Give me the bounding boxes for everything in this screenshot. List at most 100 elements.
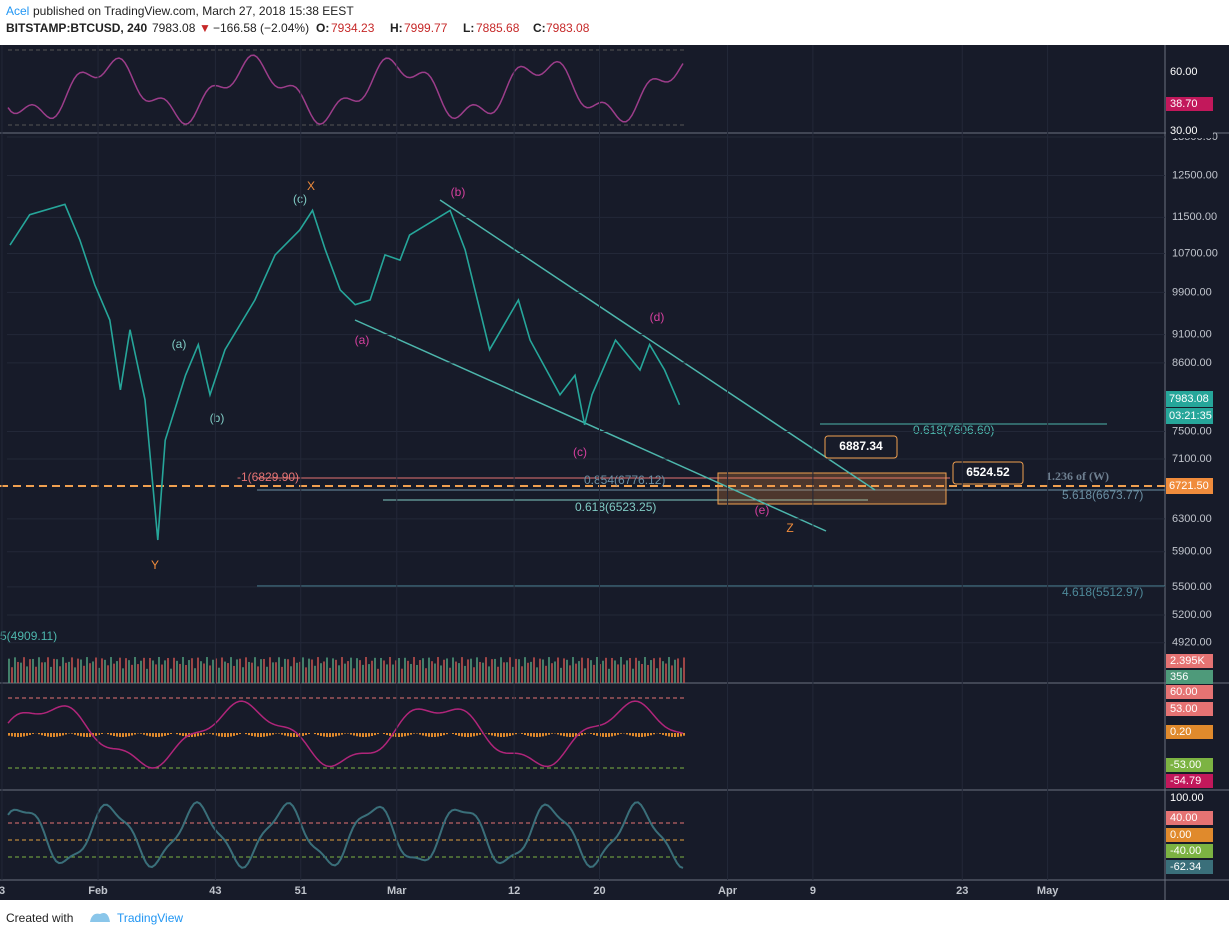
fib-label: 0.854(6776.12) <box>584 473 665 487</box>
histogram-bar <box>464 733 466 737</box>
volume-bar <box>452 657 454 683</box>
volume-bar <box>665 664 667 683</box>
histogram-bar <box>593 733 595 735</box>
volume-bar <box>119 658 121 683</box>
histogram-bar <box>47 733 49 737</box>
volume-bar <box>50 667 52 683</box>
histogram-bar <box>341 733 343 735</box>
volume-bar <box>533 657 535 683</box>
volume-bar <box>341 657 343 683</box>
volume-bar <box>191 658 193 683</box>
histogram-bar <box>455 733 457 735</box>
volume-bar <box>503 662 505 683</box>
histogram-bar <box>71 733 73 734</box>
histogram-bar <box>422 733 424 735</box>
volume-bar <box>431 661 433 683</box>
volume-bar <box>509 657 511 683</box>
volume-bar <box>551 663 553 683</box>
volume-bar <box>53 659 55 683</box>
volume-bar <box>194 668 196 683</box>
volume-bar <box>35 667 37 683</box>
volume-bar <box>254 657 256 683</box>
y-tick-label: 10700.00 <box>1172 247 1218 259</box>
histogram-bar <box>335 733 337 736</box>
histogram-bar <box>404 733 406 736</box>
author[interactable]: Acel <box>6 4 29 18</box>
histogram-bar <box>467 733 469 737</box>
y-tick-label: 5500.00 <box>1172 581 1212 593</box>
histogram-bar <box>161 733 163 737</box>
histogram-bar <box>365 733 367 737</box>
volume-bar <box>560 668 562 683</box>
histogram-bar <box>572 733 574 737</box>
volume-bar <box>677 658 679 683</box>
volume-bar <box>575 664 577 683</box>
histogram-bar <box>200 733 202 735</box>
volume-bar <box>674 660 676 683</box>
histogram-bar <box>488 733 490 734</box>
histogram-bar <box>284 733 286 736</box>
histogram-bar <box>446 733 448 734</box>
histogram-bar <box>281 733 283 735</box>
volume-bar <box>413 657 415 683</box>
open: 7934.23 <box>331 21 375 35</box>
volume-bar <box>536 667 538 683</box>
volume-bar <box>164 660 166 683</box>
value-label: -53.00 <box>1170 759 1201 771</box>
volume-bar <box>419 660 421 683</box>
histogram-bar <box>674 733 676 737</box>
volume-bar <box>455 662 457 683</box>
volume-bar <box>428 658 430 683</box>
volume-bar <box>356 658 358 683</box>
volume-bar <box>401 669 403 683</box>
histogram-bar <box>470 733 472 737</box>
volume-bar <box>443 660 445 683</box>
brand[interactable]: TradingView <box>117 911 183 925</box>
histogram-bar <box>419 733 421 735</box>
volume-bar <box>314 666 316 683</box>
value-label: 356 <box>1170 671 1188 683</box>
volume-bar <box>71 657 73 683</box>
histogram-bar <box>359 733 361 737</box>
histogram-bar <box>620 733 622 734</box>
wave-x: X <box>307 179 315 193</box>
histogram-bar <box>233 733 235 736</box>
histogram-bar <box>38 733 40 734</box>
volume-bar <box>656 668 658 683</box>
volume-bar <box>590 660 592 683</box>
y-tick-label: 11500.00 <box>1172 211 1217 223</box>
volume-bar <box>545 666 547 683</box>
histogram-bar <box>431 733 433 737</box>
histogram-bar <box>230 733 232 737</box>
volume-bar <box>515 659 517 683</box>
volume-bar <box>317 657 319 683</box>
volume-bar <box>389 657 391 683</box>
volume-bar <box>209 665 211 683</box>
volume-bar <box>131 665 133 683</box>
volume-bar <box>671 665 673 683</box>
volume-bar <box>203 664 205 683</box>
wave-b: (b) <box>451 185 466 199</box>
volume-bar <box>251 663 253 683</box>
close: 7983.08 <box>546 21 590 35</box>
value-label: 30.00 <box>1170 125 1198 137</box>
volume-bar <box>566 660 568 683</box>
volume-bar <box>491 659 493 683</box>
x-tick-label: 43 <box>209 885 221 897</box>
histogram-bar <box>20 733 22 737</box>
volume-bar <box>188 660 190 683</box>
volume-bar <box>608 669 610 683</box>
histogram-bar <box>140 733 142 734</box>
histogram-bar <box>80 733 82 736</box>
volume-bar <box>521 666 523 683</box>
histogram-bar <box>374 733 376 735</box>
wave-d: (d) <box>650 310 665 324</box>
volume-bar <box>470 659 472 683</box>
wave-y: Y <box>151 558 159 572</box>
volume-bar <box>272 662 274 683</box>
histogram-bar <box>29 733 31 735</box>
histogram-bar <box>542 733 544 736</box>
wave-e: (e) <box>755 503 770 517</box>
volume-bar <box>155 664 157 683</box>
